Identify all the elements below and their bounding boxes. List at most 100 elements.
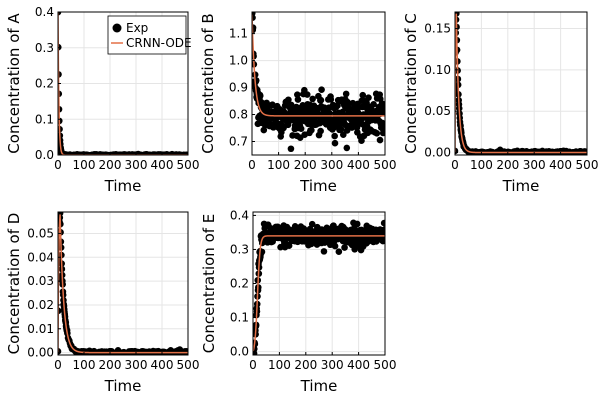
exp-point [341,244,348,251]
x-tick-label: 200 [294,158,317,172]
x-tick-label: 0 [54,358,62,372]
exp-point [294,91,301,98]
exp-point [358,137,365,145]
y-tick-label: 0.9 [229,81,248,95]
exp-point [308,220,316,228]
x-tick-label: 100 [268,358,291,372]
exp-point [331,139,339,147]
x-axis-label: Time [299,177,337,195]
exp-point [353,220,361,228]
y-tick-label: 0.8 [229,108,248,122]
exp-points [58,212,188,355]
exp-points [252,12,385,153]
y-tick-label: 0.00 [27,346,54,360]
y-axis-label: Concentration of B [199,13,217,153]
exp-point [287,145,295,153]
x-tick-label: 100 [267,158,290,172]
y-tick-label: 0.01 [27,322,54,336]
plot-area [58,212,188,355]
exp-point [331,242,339,250]
model-line [455,13,587,154]
legend-exp-marker [112,23,122,33]
exp-point [381,110,385,117]
exp-point [291,223,299,230]
x-axis-label: Time [104,177,142,195]
exp-point [334,102,341,109]
legend-model-label: CRNN-ODE [126,36,192,50]
plot-frame [251,11,386,156]
x-axis-label: Time [104,377,142,395]
exp-point [342,90,350,98]
panel-b: 0 100 200 300 400 5000.70.80.91.01.1TimeConce… [199,11,397,195]
x-tick-label: 500 [576,158,599,172]
y-tick-label: 0.05 [27,226,54,240]
y-tick-label: 0.0 [35,148,54,162]
y-axis-label: Concentration of E [200,214,218,354]
exp-point [252,14,256,22]
plot-frame [57,211,189,356]
x-tick-label: 400 [151,358,174,372]
x-tick-label: 500 [374,358,397,372]
exp-point [379,129,385,137]
exp-point [380,219,385,227]
y-tick-label: 0.4 [35,5,54,19]
panel-a: 0 100 200 300 400 500 0.0 0.1 0.2 0.3 0.4 Time Conce… [5,5,199,195]
legend-box [107,15,187,55]
exp-points [455,12,587,155]
y-tick-label: 0.03 [27,274,54,288]
exp-point [337,125,345,133]
exp-point [365,94,372,101]
y-tick-label: 0.15 [424,22,451,36]
x-axis-label: Time [300,377,338,395]
exp-point [325,109,333,117]
y-tick-label: 0.04 [27,250,54,264]
exp-points [253,219,385,355]
exp-point [373,130,381,137]
x-axis-label: Time [502,177,540,195]
exp-point [343,127,351,134]
x-tick-label: 0 [248,158,256,172]
x-tick-label: 400 [549,158,572,172]
x-tick-label: 400 [347,158,370,172]
exp-point [308,126,315,134]
exp-point [260,126,268,134]
plot-area [455,12,587,155]
exp-point [381,226,385,233]
y-tick-label: 0.05 [424,104,451,118]
x-tick-label: 300 [320,158,343,172]
y-tick-label: 1.0 [229,54,248,68]
exp-point [335,248,343,256]
exp-point [317,127,324,135]
exp-point [309,95,316,103]
exp-point [318,86,325,93]
x-tick-label: 100 [73,158,96,172]
x-tick-label: 500 [374,158,397,172]
y-tick-label: 0.4 [230,208,249,222]
x-tick-label: 400 [151,158,174,172]
x-tick-label: 100 [73,358,96,372]
model-line [253,235,385,352]
panel-d: 0 100 200 300 400 500 0.00 0.01 0.02 0.03 0.04 0.05… [5,211,199,395]
x-tick-label: 0 [451,158,459,172]
x-tick-label: 100 [470,158,493,172]
exp-point [331,132,338,140]
panel-c: 0 100 200 300 400 500 0.00 0.05 0.10 0.15 Time Conc… [402,11,599,195]
y-tick-label: 0.1 [230,311,249,325]
x-tick-label: 300 [125,358,148,372]
exp-point [184,151,188,155]
model-line [58,214,188,354]
y-tick-label: 0.00 [424,146,451,160]
x-tick-label: 200 [496,158,519,172]
exp-point [343,144,351,152]
y-axis-label: Concentration of D [5,213,23,355]
y-tick-label: 0.3 [230,242,249,256]
exp-point [339,131,347,139]
exp-point [378,119,385,127]
exp-point [294,96,302,103]
plot-area [252,12,385,153]
y-tick-label: 0.2 [35,77,54,91]
y-axis-label: Concentration of C [402,13,420,154]
exp-point [370,101,377,108]
